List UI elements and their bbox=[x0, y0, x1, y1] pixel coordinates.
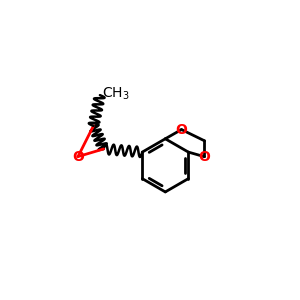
Text: O: O bbox=[72, 150, 84, 164]
Text: CH$_3$: CH$_3$ bbox=[102, 86, 130, 102]
Text: O: O bbox=[176, 123, 188, 136]
Text: O: O bbox=[199, 150, 210, 164]
